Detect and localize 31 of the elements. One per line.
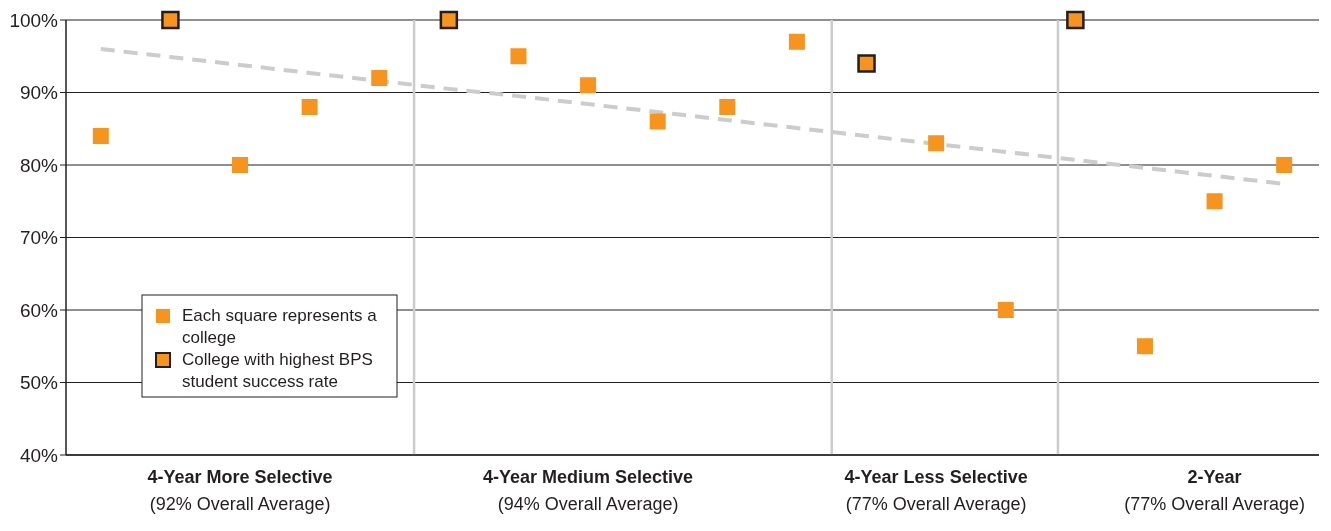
point [997,302,1014,318]
point [1066,10,1085,30]
y-tick-label: 80% [19,154,59,176]
point [580,77,597,94]
legend-label: Each square represents a college [182,306,378,347]
y-tick-label: 70% [19,227,59,249]
point [788,33,805,50]
point [439,10,459,30]
point [371,70,388,86]
point [1276,157,1293,173]
y-tick-label: 40% [19,444,59,466]
point [232,157,249,173]
y-tick-label: 50% [19,372,59,394]
point [857,54,876,73]
y-tick-label: 60% [19,299,59,321]
point [928,135,945,152]
point [1206,193,1223,210]
x-tick-label: 4-Year Medium Selective (94% Overall Average) [483,467,694,514]
y-tick-label: 100% [9,9,59,31]
point [92,128,109,144]
x-tick-label: 2-Year (77% Overall Average) [1124,467,1305,514]
point [161,10,180,30]
point [1136,338,1153,355]
legend-label: College with highest BPS student success rate [182,350,373,391]
x-tick-label: 4-Year Less Selective (77% Overall Average) [844,467,1028,514]
point [510,48,527,65]
point [301,99,318,115]
point [649,113,666,130]
y-tick-label: 90% [19,82,59,104]
point [719,99,736,115]
x-tick-label: 4-Year More Selective (92% Overall Average) [147,467,333,514]
